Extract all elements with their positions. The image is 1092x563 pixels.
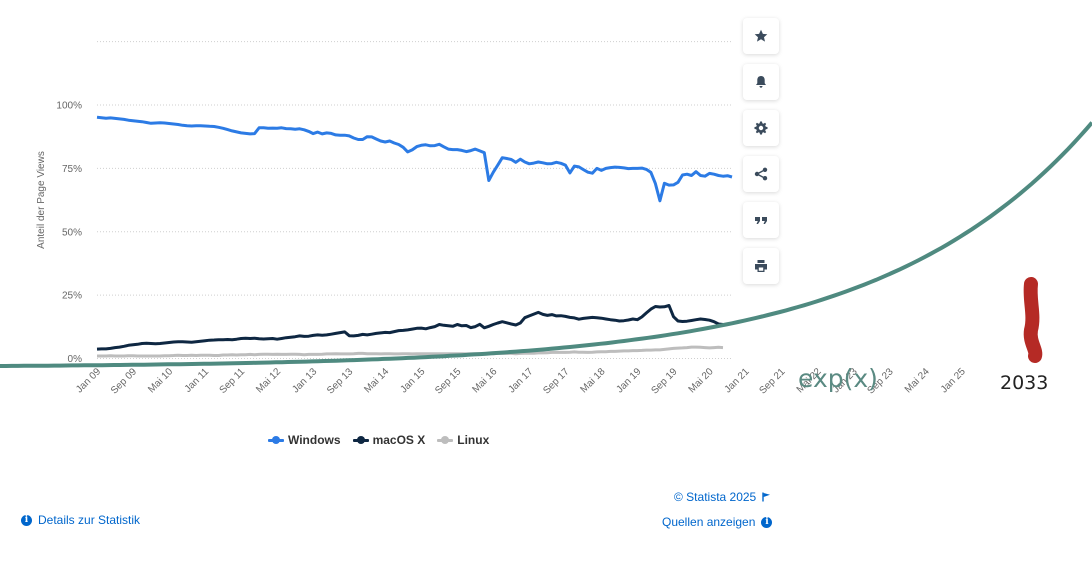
copyright-link[interactable]: © Statista 2025 [674, 490, 771, 504]
chart-toolbar [743, 18, 779, 284]
print-button[interactable] [743, 248, 779, 284]
legend-item-windows[interactable]: Windows [268, 433, 341, 447]
flag-icon [762, 492, 771, 502]
overlay: exp(x) 2033 [0, 121, 1092, 394]
year-marker-label: 2033 [1000, 372, 1048, 394]
series-line-windows [96, 115, 733, 203]
legend-item-macos[interactable]: macOS X [352, 433, 426, 447]
x-tick-label: Jan 21 [723, 366, 752, 395]
x-tick-label: Mai 16 [470, 366, 499, 395]
series-line-macos-x [96, 304, 724, 351]
y-tick-label: 50% [62, 227, 82, 238]
y-axis-label: Anteil der Page Views [36, 151, 47, 249]
x-tick-label: Jan 17 [506, 366, 535, 395]
legend-label: Windows [288, 433, 341, 447]
cite-button[interactable] [743, 202, 779, 238]
legend-symbol-linux [437, 435, 454, 445]
exp-curve [0, 121, 1092, 368]
year-marker [1023, 277, 1043, 363]
x-tick-label: Jan 09 [74, 366, 103, 395]
star-icon [754, 29, 768, 42]
x-tick-label: Jan 15 [398, 366, 427, 395]
x-tick-label: Sep 09 [109, 366, 139, 396]
x-tick-label: Sep 21 [757, 366, 787, 396]
bell-icon [756, 76, 766, 88]
favorite-button[interactable] [743, 18, 779, 54]
series-lines [96, 115, 733, 358]
legend-symbol-windows [268, 435, 284, 445]
x-tick-label: Jan 13 [290, 366, 319, 395]
x-tick-label: Sep 15 [433, 366, 463, 396]
x-tick-label: Mai 18 [579, 366, 608, 395]
x-tick-label: Mai 12 [254, 366, 283, 395]
y-tick-label: 75% [62, 164, 82, 175]
y-tick-label: 25% [62, 291, 82, 302]
series-line-linux [97, 345, 724, 358]
sources-link[interactable]: Quellen anzeigen i [662, 515, 773, 529]
x-tick-label: Sep 17 [541, 366, 571, 396]
x-tick-label: Sep 13 [325, 366, 355, 396]
legend-label: macOS X [372, 433, 426, 447]
exp-curve-label: exp(x) [798, 364, 878, 393]
details-link[interactable]: i Details zur Statistik [21, 513, 140, 527]
gear-icon [754, 121, 768, 135]
x-tick-label: Mai 24 [903, 366, 932, 395]
info-icon: i [21, 514, 32, 526]
y-tick-label: 100% [56, 101, 82, 112]
x-tick-label: Jan 11 [183, 366, 212, 395]
print-icon [755, 260, 767, 272]
y-axis-ticks: 0% 25% 50% 75% 100% [56, 101, 82, 366]
legend-label: Linux [457, 433, 490, 447]
details-text: Details zur Statistik [38, 513, 141, 527]
copyright-text: © Statista 2025 [674, 490, 757, 504]
info-icon: i [761, 516, 773, 528]
share-button[interactable] [743, 156, 779, 192]
x-tick-label: Mai 14 [362, 366, 391, 395]
x-tick-label: Mai 20 [687, 366, 716, 395]
quote-icon [755, 217, 767, 224]
legend-symbol-macos [352, 435, 369, 445]
grid [97, 41, 732, 359]
y-tick-label: 0% [68, 354, 83, 365]
legend: Windows macOS X Linux [268, 433, 489, 447]
notification-button[interactable] [743, 64, 779, 100]
sources-text: Quellen anzeigen [662, 515, 756, 529]
x-tick-label: Mai 10 [146, 366, 175, 395]
x-tick-label: Sep 19 [649, 366, 679, 396]
legend-item-linux[interactable]: Linux [437, 433, 489, 447]
x-tick-label: Jan 25 [939, 366, 968, 395]
share-icon [754, 167, 768, 181]
x-tick-label: Sep 11 [218, 366, 248, 396]
settings-button[interactable] [743, 110, 779, 146]
x-tick-label: Jan 19 [615, 366, 644, 395]
